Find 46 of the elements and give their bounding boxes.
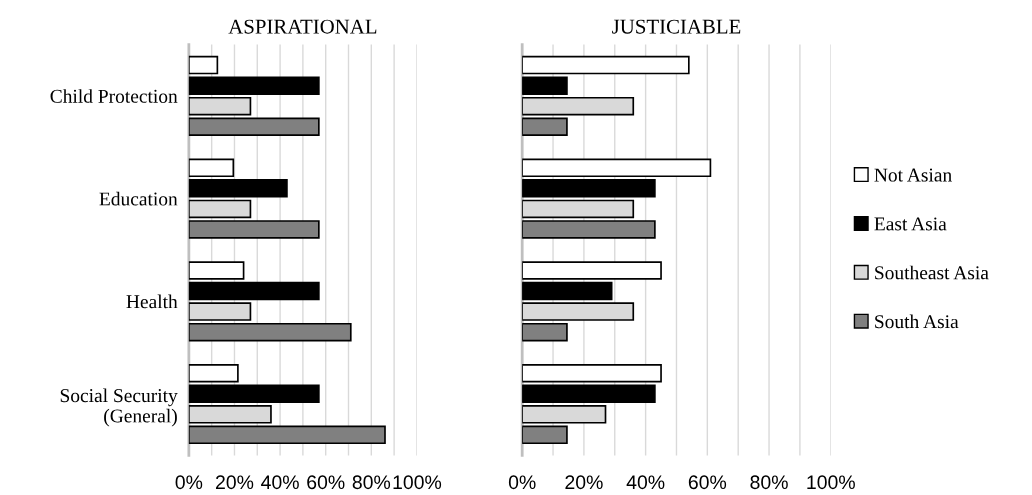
bar [522, 384, 656, 404]
bar [522, 179, 656, 198]
bar [522, 76, 568, 95]
x-tick-label: 100% [807, 475, 855, 490]
bar [522, 281, 613, 301]
y-tick-label: Education [99, 191, 178, 206]
y-tick-label: Child Protection [50, 89, 178, 103]
bar [522, 117, 568, 136]
x-tick-label: 0% [175, 475, 203, 490]
legend-label: Not Asian [874, 168, 952, 182]
y-tick-label: Social Security (General) [60, 388, 178, 427]
x-tick-label: 80% [750, 475, 788, 490]
x-tick-label: 0% [508, 475, 536, 490]
bar [188, 55, 219, 75]
legend-label: Southeast Asia [875, 265, 989, 280]
bar [522, 158, 712, 178]
bar [522, 425, 568, 445]
x-tick-label: 20% [215, 475, 254, 490]
bar [188, 76, 320, 95]
y-tick-label: Health [126, 294, 178, 309]
bar [188, 281, 320, 301]
chart-title: JUSTICIABLE [612, 19, 741, 34]
bar [522, 220, 656, 239]
bar [188, 384, 320, 404]
bar [522, 363, 662, 383]
x-tick-label: 20% [565, 475, 603, 490]
bar [522, 261, 662, 280]
bar [188, 179, 288, 198]
bar [188, 322, 352, 342]
bar [188, 261, 245, 280]
bar [188, 425, 386, 445]
bar [522, 322, 568, 342]
x-tick-label: 40% [626, 475, 665, 490]
bar [188, 117, 320, 136]
bar [188, 363, 239, 383]
x-tick-label: 100% [393, 475, 442, 490]
x-tick-label: 60% [307, 475, 345, 490]
x-tick-label: 80% [352, 475, 391, 490]
bar [188, 158, 235, 178]
bar [188, 220, 320, 239]
chart-title: ASPIRATIONAL [228, 19, 377, 34]
bar [522, 55, 690, 75]
x-tick-label: 40% [261, 475, 299, 490]
legend-label: East Asia [874, 217, 947, 231]
legend-label: South Asia [875, 314, 959, 329]
x-tick-label: 60% [688, 475, 727, 490]
